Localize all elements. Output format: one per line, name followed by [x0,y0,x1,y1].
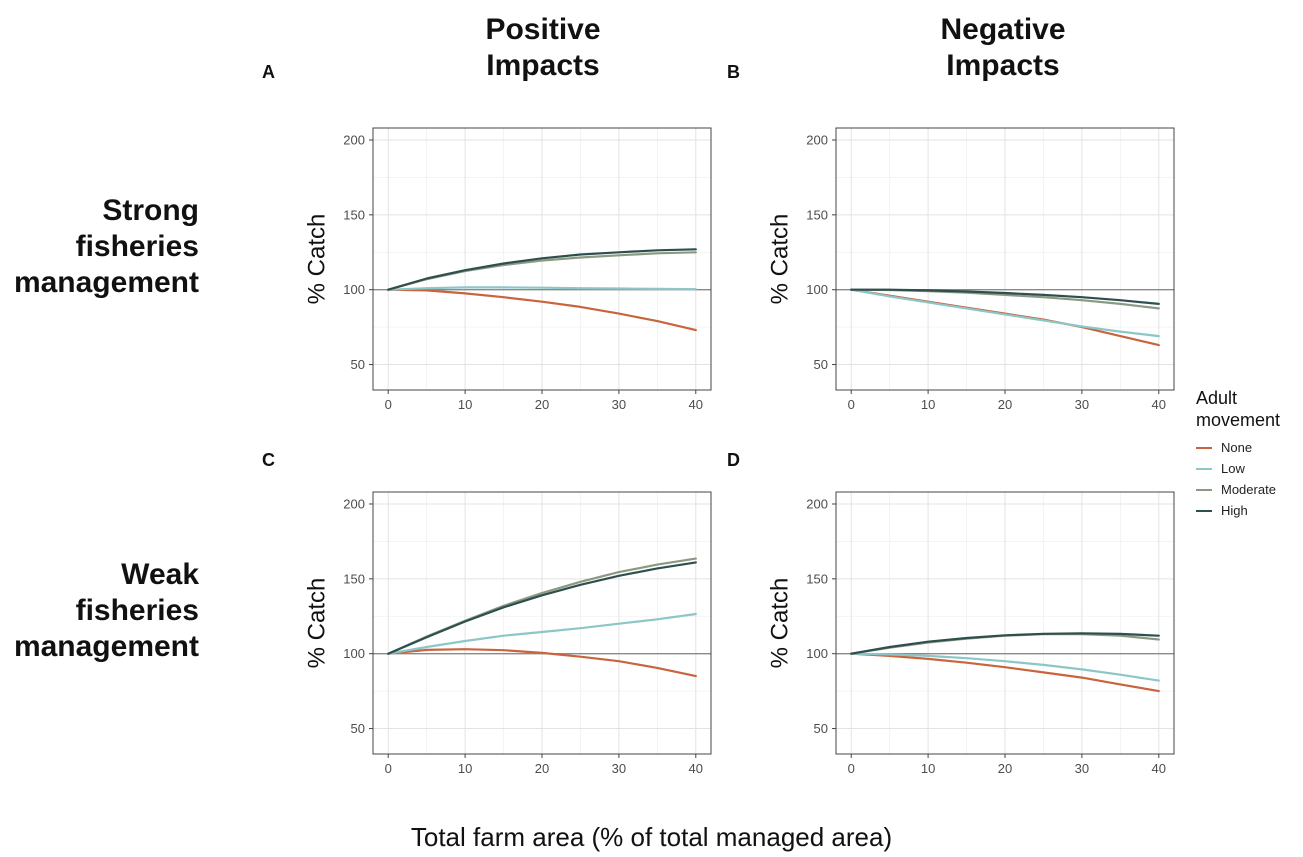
y-tick-label: 150 [343,207,365,222]
legend-label-none: None [1221,440,1253,455]
series-line-none [387,648,697,678]
y-axis-label: % Catch [303,214,330,305]
panel-d: 0 10 20 30 40 50 100 150 200 % Catch [766,491,1175,776]
legend-swatch-moderate [1196,488,1212,491]
x-tick-label: 30 [1075,397,1089,412]
x-tick-label: 40 [689,397,703,412]
y-tick-label: 50 [814,721,828,736]
series-line-high [850,632,1160,655]
y-tick-label: 150 [806,571,828,586]
x-tick-label: 30 [612,397,626,412]
series-line-low [387,612,697,655]
panel-letter-c: C [262,450,275,470]
y-tick-label: 200 [343,496,365,511]
series-line-low [850,288,1160,338]
panel-c: 0 10 20 30 40 50 100 150 200 % Catch [303,491,712,776]
panel-letter-b: B [727,62,740,82]
legend-swatch-none [1196,446,1212,449]
legend-label-high: High [1221,503,1248,518]
series-line-none [850,652,1160,693]
y-tick-label: 200 [343,132,365,147]
x-tick-label: 40 [1152,397,1166,412]
x-tick-label: 20 [535,761,549,776]
y-tick-label: 150 [343,571,365,586]
legend-item-low: Low [1196,458,1280,479]
y-axis-label: % Catch [766,214,793,305]
x-tick-label: 0 [848,397,855,412]
y-axis-label: % Catch [303,578,330,669]
y-tick-label: 100 [806,646,828,661]
x-tick-label: 0 [385,397,392,412]
x-tick-label: 30 [1075,761,1089,776]
series-line-high [387,561,697,655]
x-tick-label: 0 [848,761,855,776]
x-tick-label: 20 [535,397,549,412]
x-tick-label: 30 [612,761,626,776]
x-tick-label: 20 [998,397,1012,412]
legend-label-moderate: Moderate [1221,482,1276,497]
col-title-positive: Positive Impacts [485,13,601,82]
x-tick-label: 40 [689,761,703,776]
x-tick-label: 10 [458,761,472,776]
x-tick-label: 10 [921,397,935,412]
legend: Adult movement None Low Moderate High [1196,387,1280,521]
legend-title-line1: Adult [1196,388,1238,408]
col-title-negative: Negative Impacts [940,13,1066,82]
row-title-strong: Strong fisheries management [13,194,199,299]
y-tick-label: 200 [806,496,828,511]
panel-b: 0 10 20 30 40 50 100 150 200 % Catch [766,127,1175,412]
series-line-low [850,652,1160,682]
y-tick-label: 50 [351,721,365,736]
series-line-high [387,248,697,291]
y-tick-label: 100 [806,282,828,297]
y-tick-label: 150 [806,207,828,222]
y-tick-label: 50 [814,357,828,372]
x-tick-label: 10 [458,397,472,412]
panel-letter-a: A [262,62,275,82]
row-title-weak: Weak fisheries management [13,558,199,663]
y-tick-label: 50 [351,357,365,372]
legend-item-none: None [1196,437,1280,458]
y-tick-label: 100 [343,282,365,297]
x-tick-label: 0 [385,761,392,776]
legend-swatch-low [1196,467,1212,470]
legend-swatch-high [1196,509,1212,512]
series-line-high [850,288,1160,305]
x-tick-label: 40 [1152,761,1166,776]
legend-item-moderate: Moderate [1196,479,1280,500]
series-line-low [387,286,697,291]
legend-title-line2: movement [1196,410,1281,430]
legend-label-low: Low [1221,461,1245,476]
y-tick-label: 200 [806,132,828,147]
y-axis-label: % Catch [766,578,793,669]
panel-a: 0 10 20 30 40 50 100 150 200 % Catch [303,127,712,412]
y-tick-label: 100 [343,646,365,661]
series-line-none [387,288,697,332]
legend-title: Adult movement [1196,387,1280,431]
x-tick-label: 20 [998,761,1012,776]
legend-item-high: High [1196,500,1280,521]
x-tick-label: 10 [921,761,935,776]
x-axis-label: Total farm area (% of total managed area… [410,822,893,852]
panel-letter-d: D [727,450,740,470]
